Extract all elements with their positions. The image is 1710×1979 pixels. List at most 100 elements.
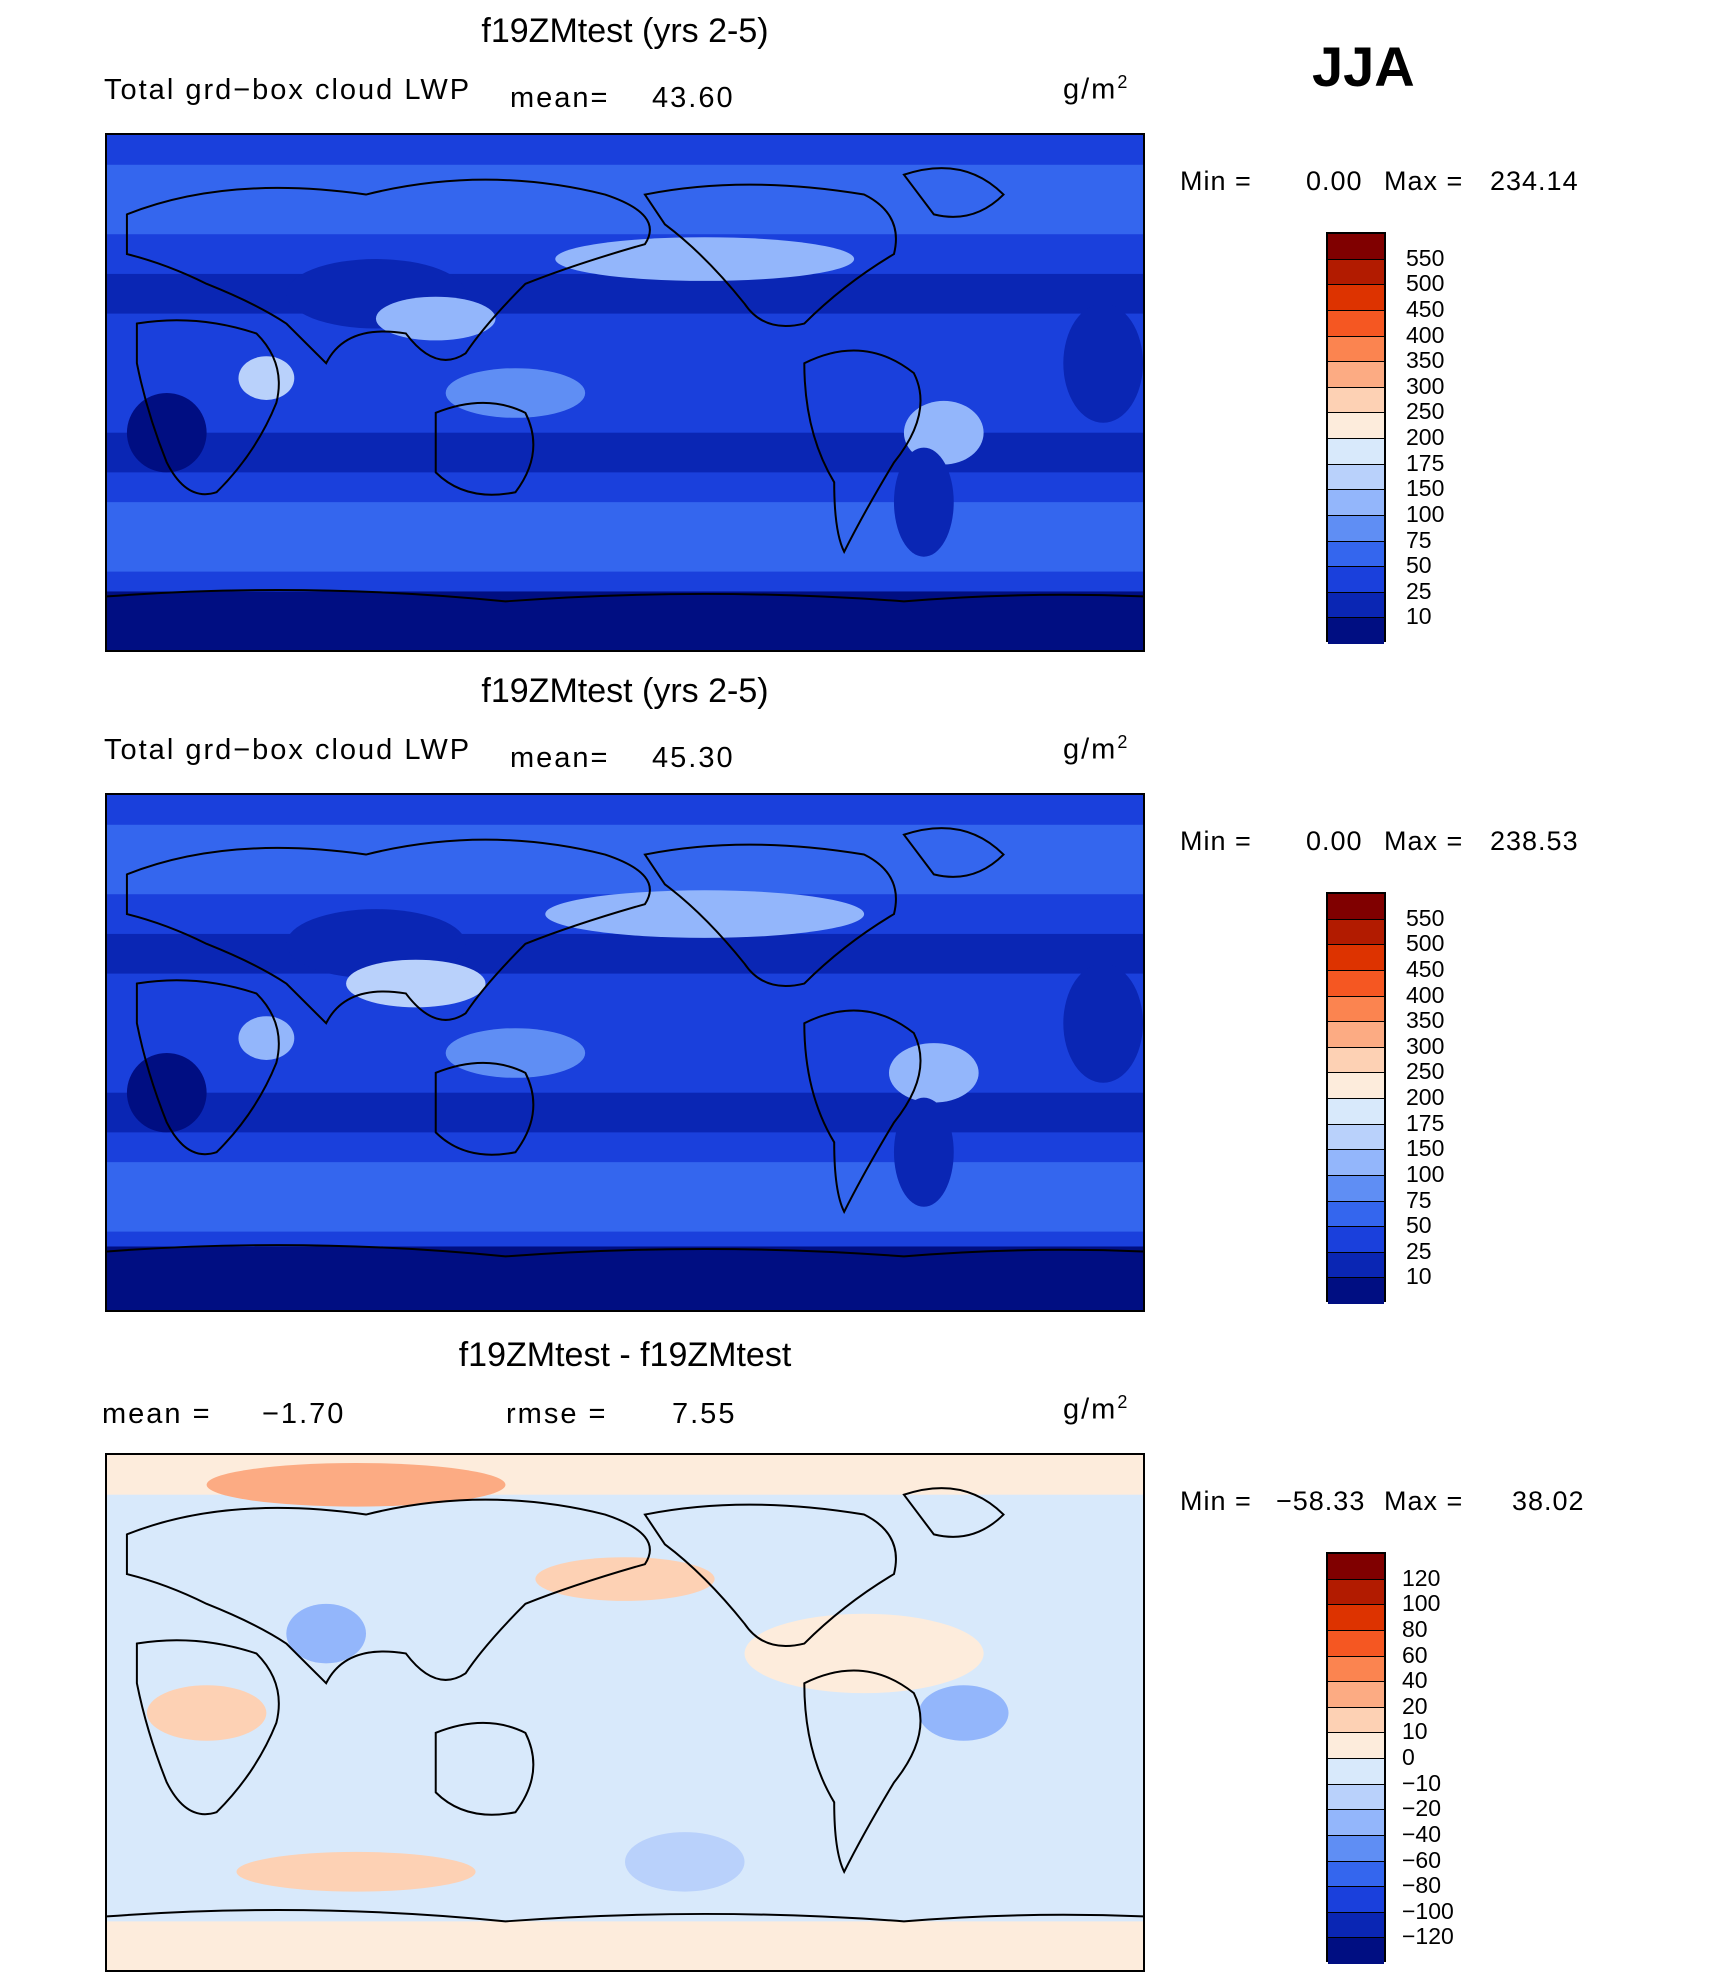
colorbar-swatch: [1328, 1912, 1384, 1939]
colorbar-level-label: 60: [1402, 1641, 1428, 1668]
panel3-africa-outline: [135, 1639, 280, 1816]
panel2-units-exp: 2: [1117, 732, 1130, 752]
panel1-antarctica-region: [107, 591, 1143, 650]
colorbar-level-label: 350: [1406, 1007, 1445, 1034]
panel1-south-america-dry: [893, 447, 954, 557]
colorbar-level-label: −80: [1402, 1872, 1442, 1899]
panel2-band-north: [107, 824, 1143, 895]
colorbar-level-label: 550: [1406, 904, 1445, 931]
panel3-antarctica-region: [107, 1921, 1143, 1970]
colorbar-level-label: 200: [1406, 1084, 1445, 1110]
panel1-variable: Total grd−box cloud LWP: [104, 74, 472, 106]
colorbar-swatch: [1328, 996, 1384, 1023]
colorbar-swatch: [1328, 515, 1384, 542]
colorbar-level-label: 100: [1406, 500, 1445, 527]
panel1-east-africa: [238, 356, 295, 400]
panel2-units: g/m2: [1063, 732, 1129, 767]
panel3-mean-value: −1.70: [262, 1398, 346, 1430]
panel1-units-base: g/m: [1063, 73, 1118, 106]
panel2-south-america-dry: [893, 1097, 954, 1207]
panel3-antarctica-outline: [107, 1909, 1143, 1923]
colorbar-swatch: [1328, 1278, 1384, 1304]
panel1-africa-west: [1063, 303, 1143, 423]
panel1-min-label: Min =: [1180, 166, 1252, 196]
panel2-maritime-continent: [445, 1028, 586, 1078]
colorbar-swatch: [1328, 1227, 1384, 1253]
colorbar-swatch: [1328, 1047, 1384, 1074]
colorbar-level-label: 20: [1402, 1692, 1428, 1719]
colorbar-swatch: [1328, 919, 1384, 946]
panel1-eurasia-outline: [125, 178, 651, 365]
panel3-amazon-negative: [918, 1685, 1009, 1741]
colorbar-swatch: [1328, 1022, 1384, 1048]
colorbar-swatch: [1328, 1707, 1384, 1734]
panel3-mean-label: mean =: [102, 1398, 212, 1430]
colorbar-level-label: 250: [1406, 1058, 1445, 1085]
panel3-north-america-positive: [744, 1613, 984, 1694]
panel2-variable: Total grd−box cloud LWP: [104, 734, 472, 766]
colorbar-swatch: [1328, 1201, 1384, 1228]
panel3-greenland-outline: [902, 1487, 1005, 1538]
colorbar-swatch: [1328, 1861, 1384, 1888]
panel1-africa-outline: [135, 319, 280, 496]
colorbar-swatch: [1328, 1759, 1384, 1785]
colorbar-swatch: [1328, 541, 1384, 568]
panel1-max-label: Max =: [1384, 166, 1464, 196]
colorbar-level-label: 400: [1406, 981, 1445, 1008]
panel1-antarctica-outline: [107, 589, 1143, 603]
colorbar-swatch: [1328, 1682, 1384, 1708]
colorbar-level-label: 50: [1406, 1212, 1432, 1239]
colorbar-level-label: −40: [1402, 1820, 1442, 1847]
colorbar-level-label: 25: [1406, 577, 1432, 604]
panel2-east-africa: [238, 1016, 295, 1060]
colorbar-level-label: −60: [1402, 1846, 1442, 1873]
colorbar-swatch: [1328, 1733, 1384, 1759]
colorbar-level-label: 450: [1406, 955, 1445, 982]
season-label: JJA: [1312, 35, 1415, 98]
panel2-africa-west: [1063, 963, 1143, 1083]
panel3-australia-outline: [434, 1721, 535, 1816]
colorbar-swatch: [1328, 970, 1384, 997]
panel2-band-subtropics-n: [107, 933, 1143, 974]
panel1-north-america-outline: [643, 183, 897, 327]
panel3-min-value: −58.33: [1276, 1486, 1366, 1516]
colorbar-swatch: [1328, 592, 1384, 619]
panel2-max-label: Max =: [1384, 826, 1464, 856]
colorbar-swatch: [1328, 1887, 1384, 1913]
colorbar-level-label: −100: [1402, 1897, 1454, 1924]
panel2-australia-outline: [434, 1061, 535, 1156]
panel2-pacific-cloud: [545, 890, 865, 938]
panel2-antarctica-region: [107, 1246, 1143, 1310]
panel1-south-africa: [126, 392, 207, 473]
panel2-colorbar: [1326, 892, 1386, 1304]
panel3-south-america-outline: [803, 1669, 922, 1874]
panel1-mean-value: 43.60: [652, 82, 735, 114]
colorbar-swatch: [1328, 945, 1384, 971]
panel1-tibet-plateau: [375, 296, 496, 341]
panel2-title: f19ZMtest (yrs 2-5): [481, 672, 769, 710]
colorbar-swatch: [1328, 1150, 1384, 1176]
colorbar-level-label: 0: [1402, 1744, 1415, 1770]
colorbar-level-label: 100: [1402, 1590, 1441, 1617]
panel3-units-base: g/m: [1063, 1393, 1118, 1426]
colorbar-swatch: [1328, 1656, 1384, 1683]
colorbar-swatch: [1328, 1835, 1384, 1862]
panel2-mean-label: mean=: [510, 742, 610, 774]
panel2-units-base: g/m: [1063, 733, 1118, 766]
colorbar-level-label: 300: [1406, 372, 1445, 399]
panel2-africa-outline: [135, 979, 280, 1156]
panel1-greenland-outline: [902, 167, 1005, 218]
panel2-amazon: [888, 1043, 979, 1103]
panel3-min-label: Min =: [1180, 1486, 1252, 1516]
colorbar-swatch: [1328, 1554, 1384, 1580]
panel1-band-subtropics-n: [107, 273, 1143, 314]
panel2-greenland-outline: [902, 827, 1005, 878]
panel3-south-pacific-negative: [625, 1832, 745, 1892]
colorbar-swatch: [1328, 310, 1384, 337]
panel2-south-africa: [126, 1052, 207, 1133]
colorbar-level-label: 200: [1406, 424, 1445, 450]
panel1-max-value: 234.14: [1490, 166, 1579, 196]
panel2-band-south: [107, 1162, 1143, 1232]
colorbar-swatch: [1328, 387, 1384, 414]
colorbar-swatch: [1328, 1810, 1384, 1836]
